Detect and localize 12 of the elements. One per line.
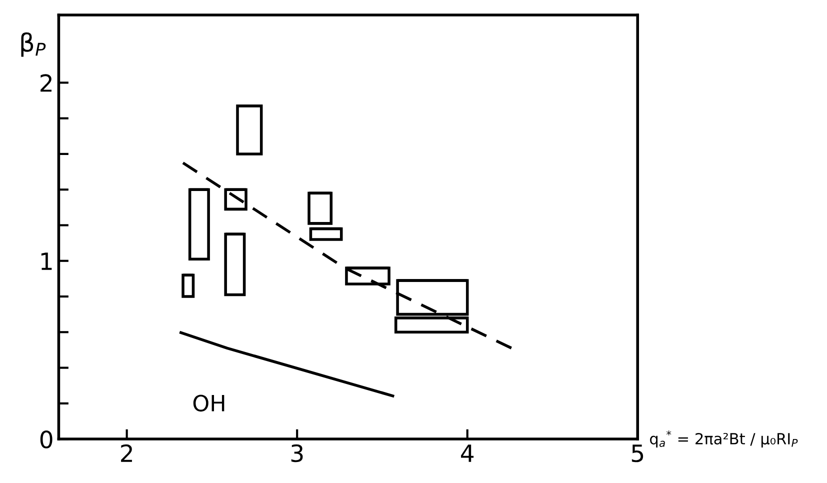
- y-tick-label: 1: [41, 252, 52, 270]
- bar: [236, 104, 263, 156]
- x-tick-label: 4: [460, 444, 474, 462]
- x-axis-title: q$_{a}$$^{*}$ = 2πa²Bt / μ₀RI$_{P}$: [650, 430, 798, 448]
- annotation: OH: [193, 394, 224, 412]
- x-tick-label: 2: [121, 444, 132, 462]
- x-tick-label: 3: [291, 444, 303, 462]
- x-tick-label: 5: [632, 444, 644, 462]
- y-tick-label: 2: [40, 74, 52, 92]
- bar: [308, 192, 333, 225]
- y-axis-title: β$_{P}$: [21, 32, 46, 57]
- y-tick-label: 0: [40, 430, 52, 448]
